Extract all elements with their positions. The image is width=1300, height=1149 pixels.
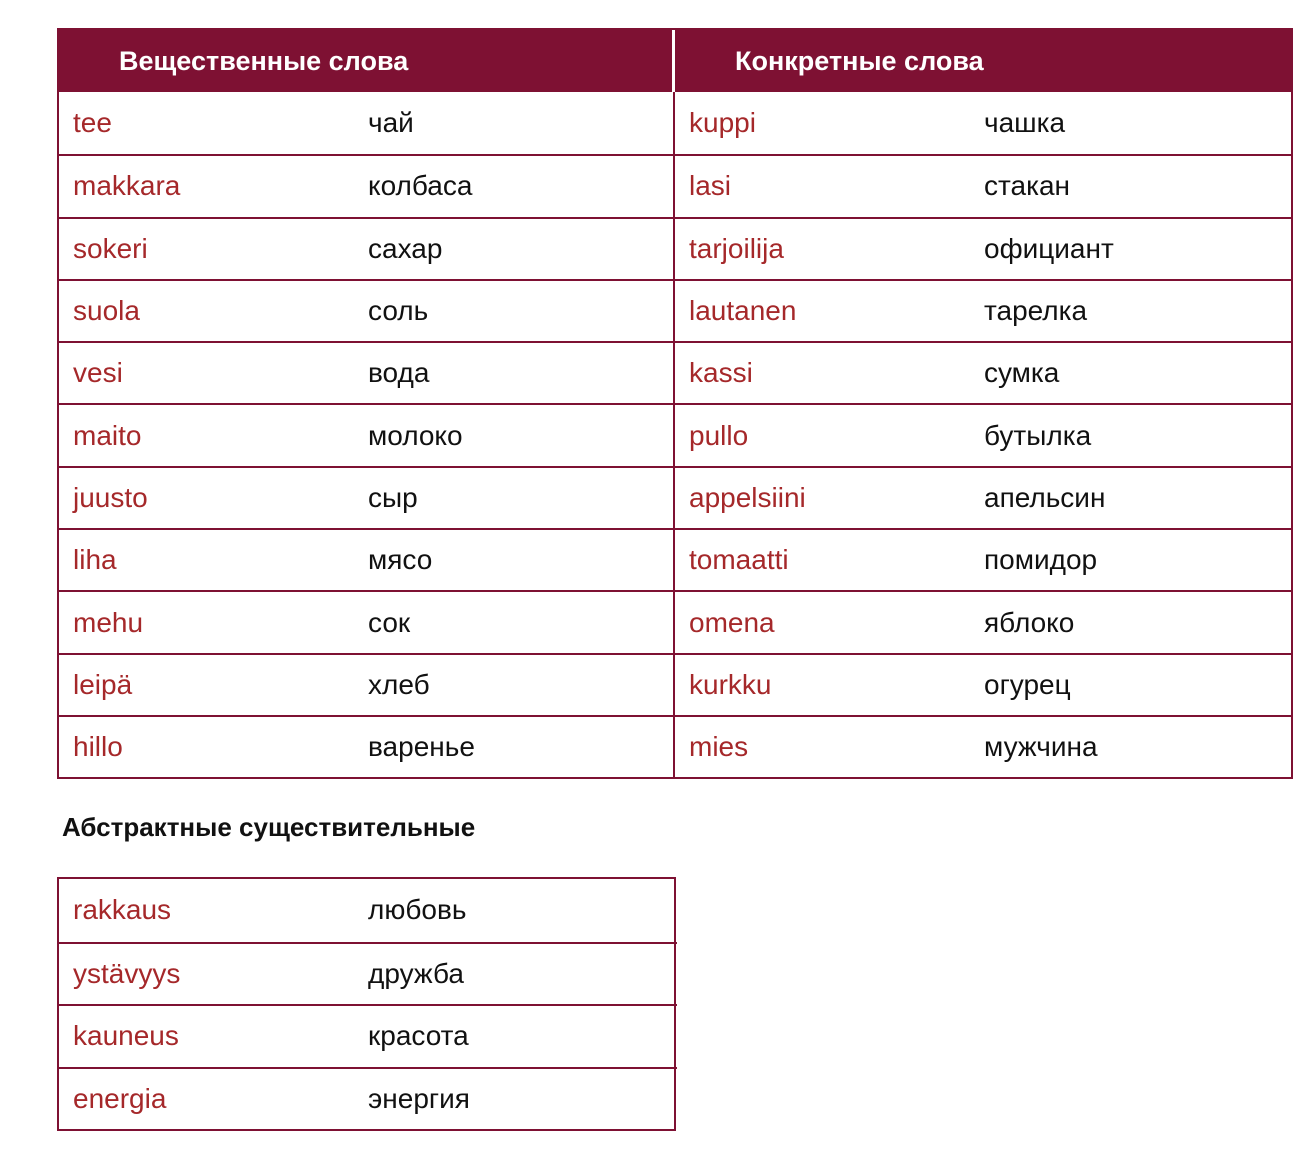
table-row: vesi вода (59, 341, 673, 403)
table-row: kauneus красота (59, 1004, 677, 1067)
table-row: kassi сумка (675, 341, 1291, 403)
russian-translation: энергия (368, 1082, 470, 1114)
russian-translation: вода (368, 357, 430, 389)
finnish-word: tee (73, 107, 112, 139)
table-row: sokeri сахар (59, 216, 673, 279)
material-words-column: tee чай makkara колбаса sokeri сахар suola соль… (59, 92, 675, 778)
russian-translation: официант (984, 232, 1114, 264)
table-row: hillo варенье (59, 714, 673, 777)
russian-translation: мужчина (984, 731, 1098, 763)
russian-translation: огурец (984, 668, 1071, 700)
finnish-word: makkara (73, 170, 181, 202)
russian-translation: бутылка (984, 419, 1092, 451)
russian-translation: сахар (368, 232, 443, 264)
russian-translation: варенье (368, 731, 475, 763)
vocabulary-table: Вещественные слова Конкретные слова tee ч… (57, 28, 1293, 780)
finnish-word: ystävyys (73, 957, 181, 989)
table-body: tee чай makkara колбаса sokeri сахар suola соль… (59, 92, 1291, 778)
russian-translation: сок (368, 606, 411, 638)
russian-translation: мясо (368, 544, 433, 576)
table-row: tomaatti помидор (675, 528, 1291, 590)
table-row: tee чай (59, 92, 673, 154)
table-row: leipä хлеб (59, 652, 673, 715)
russian-translation: сыр (368, 481, 418, 513)
russian-translation: колбаса (368, 170, 473, 202)
finnish-word: mehu (73, 606, 144, 638)
table-row: tarjoilija официант (675, 216, 1291, 279)
finnish-word: rakkaus (73, 894, 172, 926)
table-row: lautanen тарелка (675, 278, 1291, 341)
finnish-word: leipä (73, 668, 133, 700)
table-row: liha мясо (59, 528, 673, 590)
russian-translation: хлеб (368, 668, 430, 700)
finnish-word: hillo (73, 731, 123, 763)
finnish-word: appelsiini (689, 481, 806, 513)
finnish-word: liha (73, 544, 117, 576)
russian-translation: чашка (984, 107, 1066, 139)
finnish-word: mies (689, 731, 749, 763)
abstract-words-column: rakkaus любовь ystävyys дружба kauneus красот… (59, 879, 677, 1129)
finnish-word: kassi (689, 357, 753, 389)
finnish-word: juusto (73, 481, 148, 513)
table-row: omena яблоко (675, 590, 1291, 652)
table-row: lasi стакан (675, 154, 1291, 216)
finnish-word: sokeri (73, 232, 148, 264)
finnish-word: tomaatti (689, 544, 789, 576)
finnish-word: lasi (689, 170, 732, 202)
table-row: juusto сыр (59, 465, 673, 528)
finnish-word: lautanen (689, 295, 797, 327)
russian-translation: чай (368, 107, 414, 139)
finnish-word: pullo (689, 419, 749, 451)
table-row: appelsiini апельсин (675, 465, 1291, 528)
table-row: suola соль (59, 278, 673, 341)
table-row: maito молоко (59, 403, 673, 465)
russian-translation: дружба (368, 957, 464, 989)
finnish-word: maito (73, 419, 142, 451)
russian-translation: яблоко (984, 606, 1075, 638)
russian-translation: молоко (368, 419, 463, 451)
table-row: kuppi чашка (675, 92, 1291, 154)
header-concrete-words: Конкретные слова (735, 45, 984, 76)
finnish-word: kauneus (73, 1020, 179, 1052)
russian-translation: помидор (984, 544, 1098, 576)
table-row: mehu сок (59, 590, 673, 652)
finnish-word: tarjoilija (689, 232, 784, 264)
table-row: kurkku огурец (675, 652, 1291, 715)
concrete-words-column: kuppi чашка lasi стакан tarjoilija официант la… (675, 92, 1291, 777)
russian-translation: любовь (368, 894, 467, 926)
russian-translation: сумка (984, 357, 1060, 389)
russian-translation: апельсин (984, 481, 1106, 513)
finnish-word: vesi (73, 357, 123, 389)
russian-translation: тарелка (984, 295, 1088, 327)
header-material-words: Вещественные слова (59, 30, 675, 92)
table-header: Вещественные слова Конкретные слова (59, 30, 1291, 92)
table-row: pullo бутылка (675, 403, 1291, 465)
table-row: mies мужчина (675, 714, 1291, 777)
russian-translation: соль (368, 295, 429, 327)
abstract-words-table: rakkaus любовь ystävyys дружба kauneus красот… (57, 877, 677, 1131)
abstract-section-title: Абстрактные существительные (62, 812, 476, 842)
table-row: energia энергия (59, 1066, 677, 1130)
russian-translation: стакан (984, 170, 1070, 202)
finnish-word: omena (689, 606, 775, 638)
table-row: makkara колбаса (59, 154, 673, 216)
finnish-word: suola (73, 295, 140, 327)
finnish-word: kuppi (689, 107, 756, 139)
finnish-word: energia (73, 1082, 167, 1114)
table-row: ystävyys дружба (59, 941, 677, 1005)
russian-translation: красота (368, 1020, 469, 1052)
finnish-word: kurkku (689, 668, 772, 700)
table-row: rakkaus любовь (59, 879, 677, 942)
